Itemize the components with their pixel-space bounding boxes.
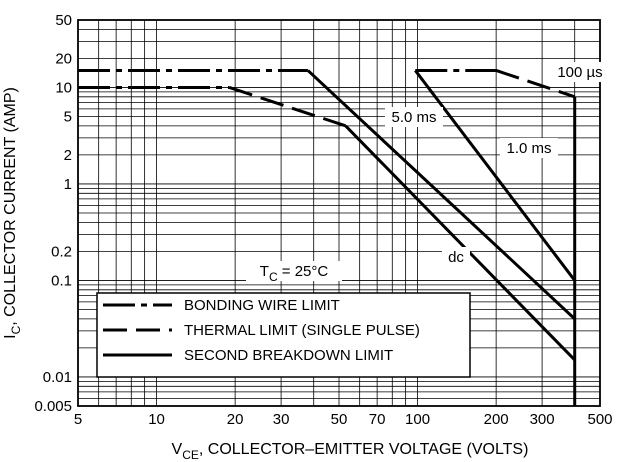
series-line-dash-1 [228, 86, 347, 128]
y-tick-label: 5 [64, 109, 72, 126]
label-dc-bg [442, 247, 470, 267]
y-tick-label: 0.005 [34, 398, 72, 415]
y-tick-label: 20 [55, 50, 72, 67]
series-line-solid-2 [344, 124, 576, 362]
x-tick-label: 100 [405, 411, 430, 428]
y-tick-label: 50 [55, 12, 72, 29]
y-tick-label: 0.2 [51, 243, 72, 260]
series-line-dash-7 [495, 69, 576, 99]
label-1ms-bg [500, 138, 558, 158]
x-tick-label: 10 [148, 411, 165, 428]
plot-border [77, 19, 601, 407]
y-tick-label: 1 [64, 176, 72, 193]
y-tick-label: 0.01 [43, 369, 72, 386]
label-5ms: 5.0 ms [391, 109, 436, 126]
x-tick-label: 200 [484, 411, 509, 428]
y-tick-label: 10 [55, 79, 72, 96]
y-axis-label: IC, COLLECTOR CURRENT (AMP) [2, 87, 23, 339]
x-axis-label: VCE, COLLECTOR–EMITTER VOLTAGE (VOLTS) [172, 441, 529, 462]
x-tick-label: 500 [587, 411, 612, 428]
x-tick-label: 20 [227, 411, 244, 428]
label-dc: dc [448, 249, 464, 266]
plot-frame [77, 19, 601, 407]
y-tick-label: 0.1 [51, 272, 72, 289]
label-100us: 100 µs [557, 64, 602, 81]
x-tick-label: 300 [530, 411, 555, 428]
series-line-solid-4 [306, 69, 576, 320]
x-tick-label: 70 [369, 411, 386, 428]
annotations: 100 µs 5.0 ms 1.0 ms dc TC = 25°C [246, 62, 608, 284]
label-tc-bg [246, 261, 342, 281]
legend-label: THERMAL LIMIT (SINGLE PULSE) [184, 322, 420, 339]
legend-label: SECOND BREAKDOWN LIMIT [184, 347, 393, 364]
y-tick-label: 2 [64, 147, 72, 164]
x-tick-label: 50 [331, 411, 348, 428]
series-line-solid-6 [414, 69, 576, 282]
label-100us-bg [552, 62, 608, 82]
plot-series [78, 68, 577, 406]
legend-box [96, 292, 471, 378]
label-1ms: 1.0 ms [506, 140, 551, 157]
legend-label: BONDING WIRE LIMIT [184, 297, 340, 314]
label-5ms-bg [385, 107, 443, 127]
tick-labels: 5 10 20 30 50 70 100 200 300 500 0.005 0.01 0.1 0.2 1 2… [34, 12, 612, 428]
x-tick-label: 30 [273, 411, 290, 428]
x-tick-label: 5 [74, 411, 82, 428]
label-tc: TC = 25°C [260, 263, 329, 284]
legend: BONDING WIRE LIMIT THERMAL LIMIT (SINGLE … [96, 292, 471, 378]
